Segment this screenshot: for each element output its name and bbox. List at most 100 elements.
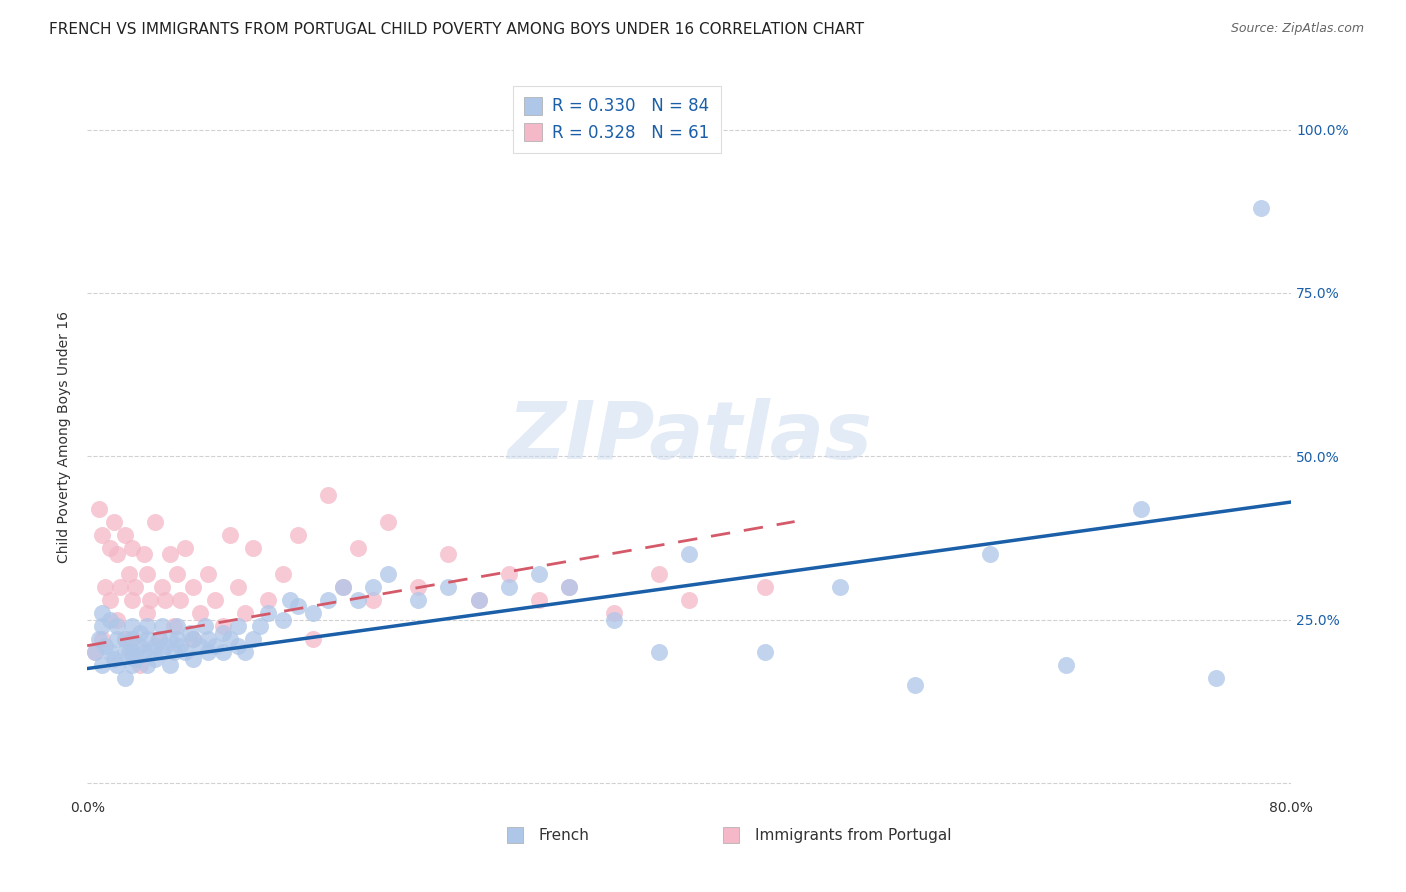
Point (226, 619, 249, 633)
Point (148, 632, 170, 647)
Point (121, 593, 143, 607)
Point (134, 547, 156, 561)
Point (754, 580, 776, 594)
Point (114, 527, 136, 541)
Point (204, 639, 226, 653)
Point (128, 639, 150, 653)
Point (271, 566, 294, 581)
Point (377, 566, 399, 581)
Point (527, 566, 550, 581)
Point (118, 645, 141, 659)
Point (128, 658, 150, 673)
Point (648, 645, 671, 659)
Point (114, 645, 136, 659)
Point (89, 632, 111, 647)
Point (98, 541, 121, 555)
Point (211, 625, 233, 640)
Point (91, 606, 114, 620)
Point (603, 606, 626, 620)
Point (83, 645, 105, 659)
Point (83, 645, 105, 659)
Point (136, 658, 159, 673)
Point (94, 639, 117, 653)
Point (148, 632, 170, 647)
Point (211, 645, 233, 659)
Point (166, 632, 188, 647)
Point (169, 593, 191, 607)
Point (197, 645, 219, 659)
Point (169, 639, 191, 653)
Point (226, 580, 249, 594)
Point (678, 547, 700, 561)
Point (118, 566, 141, 581)
Point (316, 488, 339, 502)
Point (152, 645, 174, 659)
Point (904, 678, 927, 692)
Point (347, 541, 370, 555)
Point (558, 580, 581, 594)
Point (94, 580, 117, 594)
Point (91, 619, 114, 633)
Point (139, 593, 162, 607)
Point (558, 580, 581, 594)
Point (287, 599, 309, 614)
Point (280, 593, 302, 607)
Point (155, 639, 177, 653)
Point (155, 593, 177, 607)
Point (408, 593, 430, 607)
Point (159, 658, 181, 673)
Point (197, 566, 219, 581)
Point (302, 606, 325, 620)
Point (110, 580, 132, 594)
Point (219, 632, 242, 647)
Point (287, 527, 309, 541)
Point (124, 652, 146, 666)
Point (136, 619, 159, 633)
Point (114, 632, 136, 647)
Point (159, 547, 181, 561)
Point (121, 632, 143, 647)
Point (219, 527, 242, 541)
Point (166, 566, 188, 581)
Point (103, 515, 125, 529)
Point (437, 580, 460, 594)
Point (256, 593, 278, 607)
Point (89, 501, 111, 516)
Point (159, 632, 181, 647)
Point (152, 619, 174, 633)
Point (181, 652, 204, 666)
Text: FRENCH VS IMMIGRANTS FROM PORTUGAL CHILD POVERTY AMONG BOYS UNDER 16 CORRELATION: FRENCH VS IMMIGRANTS FROM PORTUGAL CHILD… (49, 22, 865, 37)
Point (91, 527, 114, 541)
Text: French: French (538, 828, 589, 843)
Point (103, 652, 125, 666)
Point (1250, 201, 1272, 215)
Point (678, 593, 700, 607)
Legend: R = 0.330   N = 84, R = 0.328   N = 61: R = 0.330 N = 84, R = 0.328 N = 61 (513, 86, 721, 153)
Point (1129, 501, 1152, 516)
Point (316, 593, 339, 607)
Point (249, 619, 271, 633)
Point (143, 639, 166, 653)
Point (188, 606, 211, 620)
Point (105, 632, 128, 647)
Point (498, 566, 520, 581)
Point (332, 580, 354, 594)
Point (271, 613, 294, 627)
Point (498, 580, 520, 594)
Point (121, 645, 143, 659)
Point (332, 580, 354, 594)
Text: Source: ZipAtlas.com: Source: ZipAtlas.com (1230, 22, 1364, 36)
Point (105, 658, 128, 673)
Point (181, 580, 204, 594)
Point (467, 593, 489, 607)
Point (124, 580, 146, 594)
Point (193, 619, 215, 633)
Point (105, 613, 128, 627)
Point (136, 632, 159, 647)
Point (211, 619, 233, 633)
Point (174, 645, 197, 659)
Point (527, 593, 550, 607)
Point (114, 671, 136, 685)
Point (114, 632, 136, 647)
Point (152, 580, 174, 594)
